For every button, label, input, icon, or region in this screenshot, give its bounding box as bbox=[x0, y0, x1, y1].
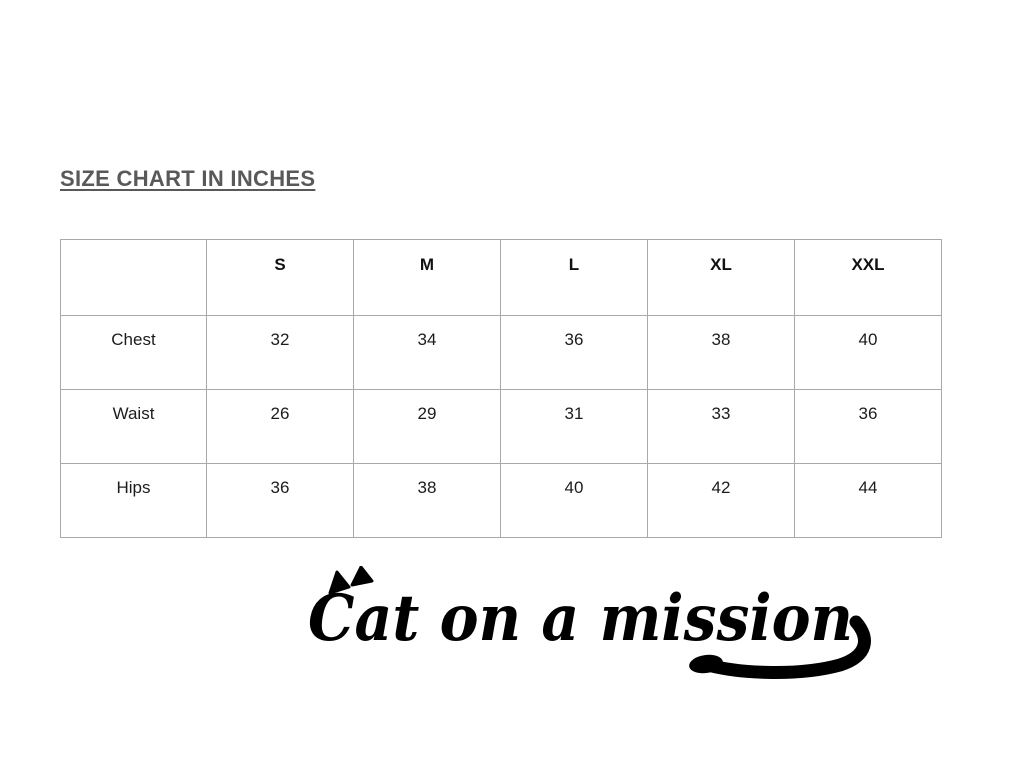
brand-logo-text: Cat on a mission bbox=[308, 581, 853, 656]
row-label-hips: Hips bbox=[60, 463, 207, 538]
waist-xl: 33 bbox=[647, 389, 795, 464]
hips-l: 40 bbox=[500, 463, 648, 538]
cat-tail-icon bbox=[689, 615, 871, 679]
brand-logo: Cat on a mission bbox=[300, 566, 885, 688]
chest-l: 36 bbox=[500, 315, 648, 390]
hips-s: 36 bbox=[206, 463, 354, 538]
waist-s: 26 bbox=[206, 389, 354, 464]
cat-ears-icon bbox=[328, 566, 374, 595]
page-title: SIZE CHART IN INCHES bbox=[60, 166, 316, 191]
header-cell-size-s: S bbox=[206, 239, 354, 316]
header-cell-size-xl: XL bbox=[647, 239, 795, 316]
header-cell-size-xxl: XXL bbox=[794, 239, 942, 316]
table-row-hips: Hips 36 38 40 42 44 bbox=[60, 463, 942, 538]
chest-s: 32 bbox=[206, 315, 354, 390]
waist-m: 29 bbox=[353, 389, 501, 464]
waist-l: 31 bbox=[500, 389, 648, 464]
header-cell-size-m: M bbox=[353, 239, 501, 316]
header-cell-empty bbox=[60, 239, 207, 316]
waist-xxl: 36 bbox=[794, 389, 942, 464]
hips-m: 38 bbox=[353, 463, 501, 538]
row-label-waist: Waist bbox=[60, 389, 207, 464]
row-label-chest: Chest bbox=[60, 315, 207, 390]
hips-xxl: 44 bbox=[794, 463, 942, 538]
table-row-waist: Waist 26 29 31 33 36 bbox=[60, 389, 942, 464]
chest-m: 34 bbox=[353, 315, 501, 390]
header-cell-size-l: L bbox=[500, 239, 648, 316]
table-header-row: S M L XL XXL bbox=[60, 239, 942, 316]
table-row-chest: Chest 32 34 36 38 40 bbox=[60, 315, 942, 390]
size-chart-table: S M L XL XXL Chest 32 34 36 38 40 Waist … bbox=[60, 239, 942, 538]
chest-xxl: 40 bbox=[794, 315, 942, 390]
hips-xl: 42 bbox=[647, 463, 795, 538]
chest-xl: 38 bbox=[647, 315, 795, 390]
